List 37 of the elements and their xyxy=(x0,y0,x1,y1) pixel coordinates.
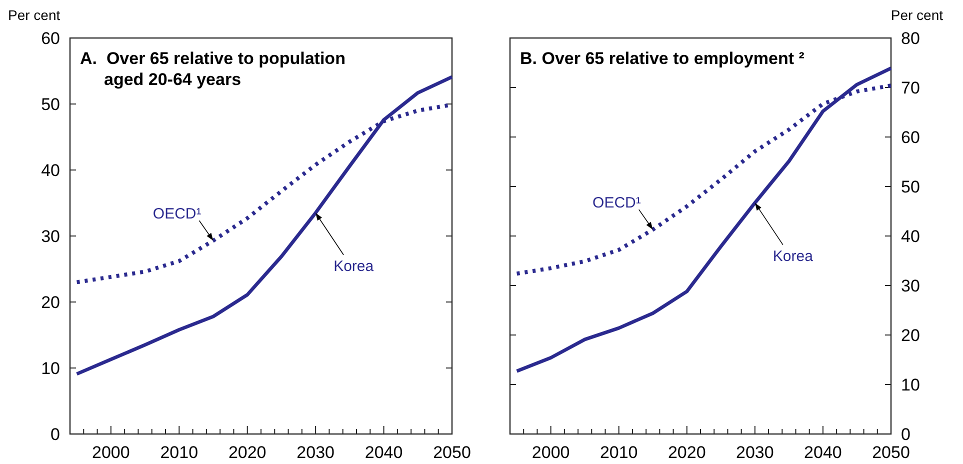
series-label: OECD¹ xyxy=(152,206,202,223)
x-tick-label: 2010 xyxy=(160,443,198,462)
y2-tick-label: 0 xyxy=(901,424,910,444)
y2-tick-label: 30 xyxy=(901,276,920,296)
x-tick-label: 2040 xyxy=(364,443,403,462)
y-tick-label: 40 xyxy=(41,160,60,180)
y2-axis-title: Per cent xyxy=(890,7,944,23)
y-tick-label: 10 xyxy=(41,358,60,378)
text: B. Over 65 relative to employment ² xyxy=(520,49,805,68)
x-tick-label: 2030 xyxy=(736,443,774,462)
x-tick-label: 2030 xyxy=(296,443,334,462)
text: Korea xyxy=(772,248,814,265)
x-tick-label: 2050 xyxy=(433,443,471,462)
text: A. Over 65 relative to population aged 20-64 years xyxy=(80,49,346,89)
y2-tick-label: 20 xyxy=(901,326,920,345)
y-tick-label: 20 xyxy=(41,292,60,312)
text: Korea xyxy=(334,258,374,275)
x-tick-label: 2040 xyxy=(804,443,842,462)
x-tick-label: 2010 xyxy=(600,443,638,462)
y-tick-label: 30 xyxy=(41,226,60,246)
y-axis-title: Per cent xyxy=(8,7,60,23)
y-tick-label: 50 xyxy=(41,94,60,114)
y-tick-label: 60 xyxy=(41,28,60,48)
x-tick-label: 2020 xyxy=(228,443,266,462)
x-tick-label: 2000 xyxy=(532,443,570,462)
y2-tick-label: 10 xyxy=(901,375,920,394)
y2-tick-label: 50 xyxy=(901,177,920,196)
y2-tick-label: 40 xyxy=(901,226,920,246)
x-tick-label: 2000 xyxy=(92,443,130,462)
y-tick-label: 0 xyxy=(50,424,60,444)
y2-tick-label: 70 xyxy=(901,78,920,98)
x-tick-label: 2050 xyxy=(872,443,910,462)
series-label: OECD¹ xyxy=(592,194,641,212)
y2-tick-label: 80 xyxy=(901,28,920,48)
y2-tick-label: 60 xyxy=(901,128,920,147)
x-tick-label: 2020 xyxy=(668,443,706,462)
line-series xyxy=(515,66,893,373)
